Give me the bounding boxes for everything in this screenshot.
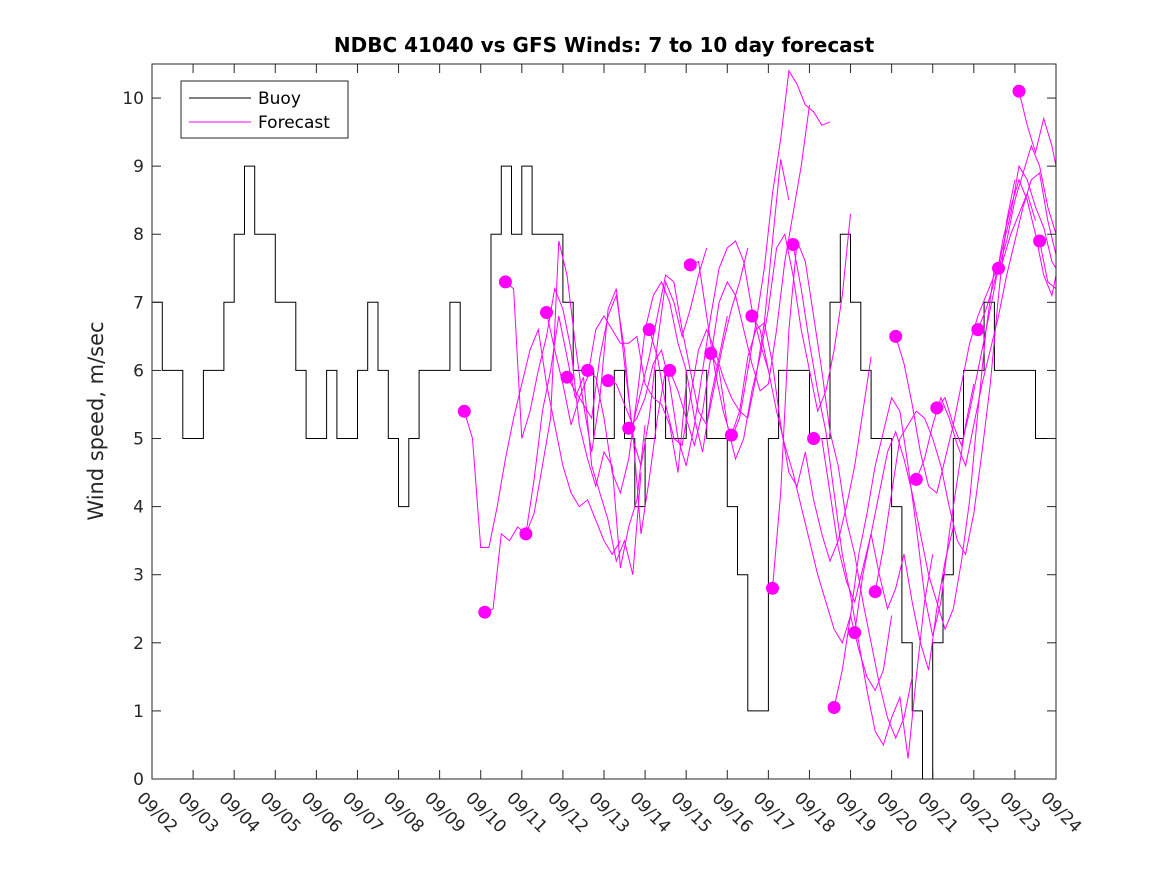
forecast-series-line bbox=[813, 438, 954, 671]
forecast-series-line bbox=[628, 240, 769, 466]
forecast-series-line bbox=[1018, 91, 1057, 167]
forecast-series-line bbox=[607, 247, 749, 427]
buoy-series-line bbox=[152, 165, 1057, 780]
forecast-marker bbox=[601, 374, 615, 388]
y-tick-label: 5 bbox=[133, 430, 144, 450]
forecast-marker bbox=[724, 428, 738, 442]
forecast-series-line bbox=[525, 240, 667, 535]
forecast-series-line bbox=[546, 312, 687, 473]
forecast-series-line bbox=[484, 315, 642, 613]
y-tick-label: 9 bbox=[133, 157, 144, 177]
y-tick-label: 2 bbox=[133, 634, 144, 654]
forecast-series-line bbox=[587, 280, 728, 495]
y-tick-label: 8 bbox=[133, 225, 144, 245]
forecast-series-line bbox=[977, 164, 1057, 330]
forecast-series-line bbox=[463, 327, 621, 556]
forecast-marker bbox=[807, 432, 821, 445]
y-tick-label: 1 bbox=[133, 702, 144, 722]
forecast-series-line bbox=[648, 159, 790, 447]
forecast-series-line bbox=[998, 144, 1057, 269]
forecast-series-line bbox=[833, 383, 975, 708]
y-tick-label: 3 bbox=[133, 566, 144, 586]
y-tick-label: 4 bbox=[133, 498, 144, 518]
forecast-marker bbox=[889, 329, 903, 343]
plot-content bbox=[152, 69, 1057, 780]
forecast-series-line bbox=[751, 315, 893, 692]
forecast-marker bbox=[745, 309, 759, 323]
forecast-marker bbox=[1033, 234, 1047, 248]
forecast-series-line bbox=[669, 104, 810, 448]
forecast-series-line bbox=[874, 179, 1016, 592]
forecast-marker bbox=[540, 306, 553, 319]
forecast-marker bbox=[519, 527, 533, 541]
forecast-marker bbox=[498, 275, 512, 289]
forecast-marker bbox=[848, 626, 862, 640]
forecast-marker bbox=[622, 421, 636, 435]
y-axis-label: Wind speed, m/sec bbox=[84, 321, 108, 520]
y-tick-label: 6 bbox=[133, 361, 144, 381]
forecast-marker bbox=[766, 581, 779, 595]
y-tick-label: 0 bbox=[133, 770, 144, 790]
legend: Buoy Forecast bbox=[180, 80, 349, 139]
y-tick-label: 10 bbox=[122, 89, 144, 109]
forecast-series-line bbox=[690, 69, 831, 441]
forecast-marker bbox=[971, 323, 985, 337]
forecast-series-line bbox=[505, 281, 646, 568]
forecast-marker bbox=[457, 404, 471, 418]
forecast-series-line bbox=[1039, 240, 1057, 290]
forecast-series-line bbox=[895, 191, 1036, 494]
forecast-marker bbox=[786, 238, 800, 251]
forecast-marker bbox=[868, 585, 882, 599]
forecast-marker bbox=[909, 472, 923, 486]
forecast-marker bbox=[827, 701, 841, 714]
forecast-marker bbox=[642, 323, 656, 337]
forecast-marker bbox=[992, 261, 1005, 275]
forecast-series-line bbox=[566, 247, 708, 466]
y-axis: 0 1 2 3 4 5 6 7 8 9 10 bbox=[122, 89, 1056, 790]
forecast-marker bbox=[581, 363, 595, 377]
y-tick-label: 7 bbox=[133, 293, 144, 313]
forecast-marker bbox=[930, 401, 944, 415]
forecast-marker bbox=[478, 605, 492, 619]
forecast-marker bbox=[704, 346, 718, 360]
forecast-marker bbox=[1012, 84, 1026, 98]
legend-buoy-label: Buoy bbox=[258, 89, 301, 109]
forecast-series-line bbox=[730, 321, 872, 563]
forecast-series-line bbox=[710, 213, 851, 461]
forecast-series-line bbox=[792, 244, 934, 759]
chart-title: NDBC 41040 vs GFS Winds: 7 to 10 day for… bbox=[334, 33, 875, 57]
legend-forecast-label: Forecast bbox=[258, 113, 330, 133]
legend-box bbox=[180, 80, 349, 139]
forecast-series-line bbox=[772, 240, 913, 740]
forecast-series-line bbox=[854, 268, 995, 633]
forecast-marker bbox=[663, 363, 677, 377]
forecast-marker bbox=[683, 258, 697, 272]
forecast-marker bbox=[560, 370, 574, 384]
